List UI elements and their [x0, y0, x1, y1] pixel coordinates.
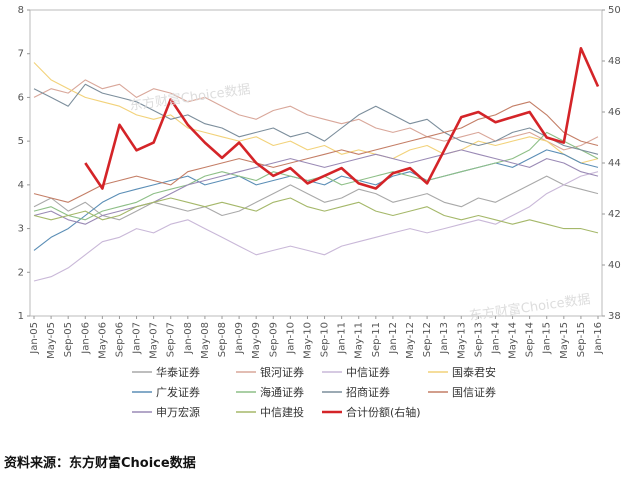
y-right-tick-label: 42	[608, 209, 621, 220]
axis-layer: 1 2 3 4 5 6 7 8 38 40 42 44 46 48 50 Jan-05 May-05 Sep-05…	[18, 5, 621, 359]
x-tick-label: Sep-07	[166, 322, 177, 357]
x-tick-label: May-07	[149, 322, 160, 359]
x-tick-label: May-14	[508, 322, 519, 359]
y-right-tick-label: 50	[608, 5, 621, 16]
x-tick-label: May-12	[405, 322, 416, 359]
y-left-tick-label: 4	[18, 180, 24, 191]
x-tick-label: Jan-16	[593, 322, 604, 355]
x-tick-label: Jan-13	[439, 322, 450, 355]
x-tick-label: May-05	[46, 322, 57, 359]
y-right-tick-label: 46	[608, 107, 621, 118]
x-tick-label: May-08	[200, 322, 211, 359]
legend-label: 中信证券	[346, 365, 390, 379]
y-left-tick-label: 3	[18, 224, 24, 235]
series-line-招商证券	[33, 83, 599, 155]
share-line-chart: 1 2 3 4 5 6 7 8 38 40 42 44 46 48 50 Jan-05 May-05 Sep-05…	[18, 5, 621, 419]
x-tick-label: Sep-13	[473, 322, 484, 357]
y-right-tick-label: 48	[608, 56, 621, 67]
legend-label: 海通证券	[260, 385, 304, 399]
y-right-tick-label: 44	[608, 158, 621, 169]
legend-label: 招商证券	[346, 385, 390, 399]
x-tick-label: May-09	[251, 322, 262, 359]
y-right-tick-label: 38	[608, 311, 621, 322]
series-line-国信证券	[33, 101, 599, 203]
series-line-中信证券	[33, 171, 599, 282]
y-left-tick-label: 5	[18, 136, 24, 147]
x-tick-label: Sep-14	[525, 322, 536, 357]
x-tick-label: Sep-09	[268, 322, 279, 357]
x-tick-label: Jan-06	[80, 322, 91, 355]
x-tick-label: May-10	[302, 322, 313, 359]
series-line-海通证券	[33, 131, 599, 221]
x-tick-label: Jan-11	[337, 322, 348, 355]
legend-label: 国信证券	[452, 385, 496, 399]
legend-label: 中信建投	[260, 405, 304, 419]
x-tick-label: Sep-15	[576, 322, 587, 357]
series-line-中信建投	[33, 197, 599, 234]
source-note: 资料来源：东方财富Choice数据	[4, 456, 196, 471]
y-left-tick-label: 7	[18, 49, 24, 60]
x-tick-label: Sep-11	[371, 322, 382, 357]
x-tick-label: Sep-08	[217, 322, 228, 357]
series-line-广发证券	[33, 149, 599, 251]
x-tick-label: May-06	[97, 322, 108, 359]
x-tick-label: Jan-14	[490, 322, 501, 355]
x-tick-label: Jan-05	[29, 322, 40, 355]
series-line-银河证券	[33, 79, 599, 151]
series-line-国泰君安	[33, 62, 599, 164]
series-line-申万宏源	[33, 149, 599, 225]
x-tick-label: Sep-06	[114, 322, 125, 357]
legend-label: 国泰君安	[452, 365, 496, 379]
y-right-tick-label: 40	[608, 260, 621, 271]
series-line-合计份额(右轴)	[84, 47, 600, 190]
x-tick-label: Sep-10	[320, 322, 331, 357]
legend-label: 合计份额(右轴)	[346, 405, 421, 419]
watermark-top: 东方财富Choice数据	[128, 81, 251, 114]
x-tick-label: Sep-12	[422, 322, 433, 357]
y-left-tick-label: 2	[18, 267, 24, 278]
x-tick-label: Jan-10	[285, 322, 296, 355]
plot-frame	[29, 9, 603, 317]
legend-label: 华泰证券	[156, 365, 200, 379]
series-line-华泰证券	[33, 175, 599, 221]
x-tick-label: Jan-08	[183, 322, 194, 355]
x-tick-label: Jan-09	[234, 322, 245, 355]
x-tick-label: Jan-12	[388, 322, 399, 355]
series-layer	[33, 47, 600, 282]
x-tick-label: May-11	[354, 322, 365, 359]
x-tick-label: Jan-07	[132, 322, 143, 355]
x-tick-label: May-15	[559, 322, 570, 359]
watermark-bottom: 东方财富Choice数据	[468, 291, 591, 324]
legend-label: 银河证券	[260, 365, 304, 379]
y-left-tick-label: 8	[18, 5, 24, 16]
x-tick-label: Sep-05	[63, 322, 74, 357]
legend-label: 申万宏源	[156, 405, 200, 419]
y-left-tick-label: 6	[18, 92, 24, 103]
x-tick-label: Jan-15	[542, 322, 553, 355]
y-left-tick-label: 1	[18, 311, 24, 322]
x-tick-label: May-13	[456, 322, 467, 359]
legend-label: 广发证券	[156, 385, 200, 399]
